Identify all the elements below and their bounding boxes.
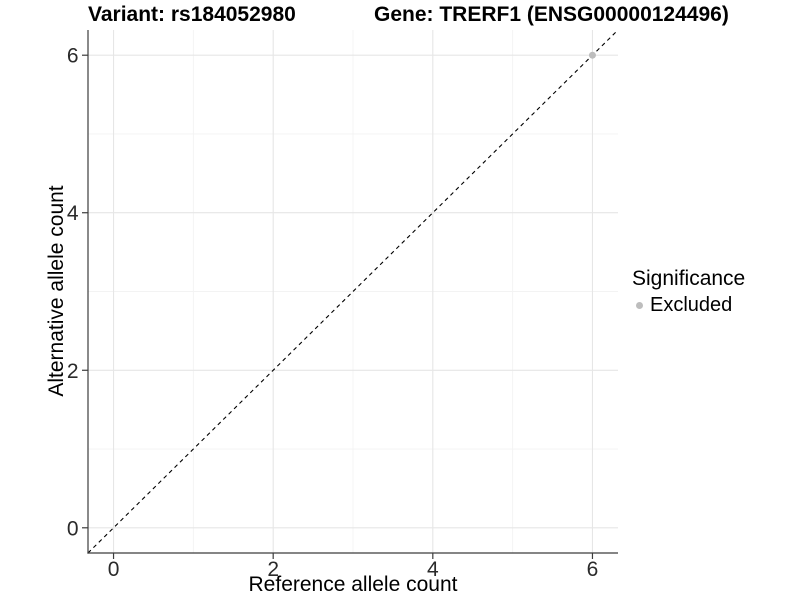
excluded-point-marker-icon xyxy=(636,301,643,309)
legend-title: Significance xyxy=(632,267,746,290)
x-tick-label: 6 xyxy=(587,558,599,581)
x-tick-label: 0 xyxy=(108,558,120,581)
y-tick-label: 2 xyxy=(67,360,79,383)
y-tick-label: 4 xyxy=(67,202,79,225)
x-tick-label: 4 xyxy=(427,558,439,581)
y-tick-label: 6 xyxy=(67,45,79,68)
y-axis-title: Alternative allele count xyxy=(45,185,68,397)
data-point-excluded xyxy=(588,51,596,59)
plot-title-gene: Gene: TRERF1 (ENSG00000124496) xyxy=(374,3,729,26)
identity-dashed-line xyxy=(87,29,619,554)
legend-item-excluded: Excluded xyxy=(632,293,745,317)
x-tick-label: 2 xyxy=(267,558,279,581)
legend: Significance Excluded xyxy=(632,266,745,317)
legend-item-label: Excluded xyxy=(650,294,733,316)
y-tick-label: 0 xyxy=(67,517,79,540)
plot-title-variant: Variant: rs184052980 xyxy=(88,3,296,26)
x-axis-title: Reference allele count xyxy=(248,573,458,596)
